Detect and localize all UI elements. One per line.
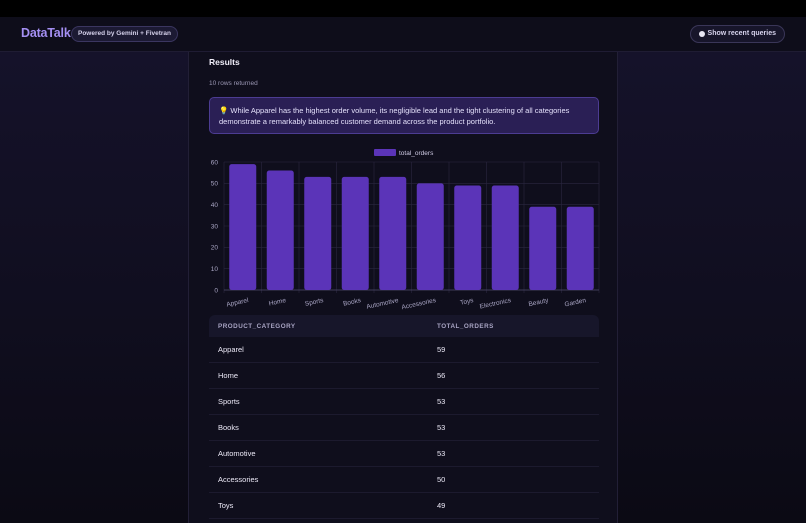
x-tick-label: Automotive	[366, 297, 400, 311]
chart-bar	[454, 185, 482, 290]
cell-total-orders: 50	[437, 475, 446, 484]
chart-bar	[566, 206, 594, 290]
x-tick-label: Beauty	[528, 297, 550, 308]
legend-label: total_orders	[399, 150, 434, 157]
chart-bar	[229, 164, 257, 290]
rows-returned-count: 10 rows returned	[209, 80, 258, 87]
x-tick-label: Home	[268, 297, 287, 308]
table-row[interactable]: Automotive 53	[209, 441, 599, 467]
results-table: PRODUCT_CATEGORY TOTAL_ORDERS Apparel 59 H…	[209, 315, 599, 519]
cell-product-category: Apparel	[218, 345, 244, 354]
table-row[interactable]: Apparel 59	[209, 337, 599, 363]
y-tick-label: 20	[211, 245, 219, 252]
app-header: DataTalk Powered by Gemini + Fivetran Sh…	[0, 17, 806, 52]
app-logo[interactable]: DataTalk	[21, 26, 71, 40]
chart-bar	[341, 176, 369, 290]
cell-total-orders: 53	[437, 423, 446, 432]
cell-product-category: Home	[218, 371, 239, 380]
column-header-product-category[interactable]: PRODUCT_CATEGORY	[218, 322, 296, 330]
legend-swatch	[374, 149, 396, 156]
bar-chart: 0 10 20 30 40 50 60 Apparel Home Sports Books Autom…	[211, 149, 600, 311]
table-row[interactable]: Sports 53	[209, 389, 599, 415]
chart-bar	[266, 170, 294, 290]
clock-icon	[698, 31, 705, 37]
table-header: PRODUCT_CATEGORY TOTAL_ORDERS	[209, 315, 599, 337]
y-tick-label: 30	[211, 223, 219, 230]
y-tick-label: 10	[211, 266, 219, 273]
y-tick-label: 0	[214, 287, 218, 294]
powered-by-badge: Powered by Gemini + Fivetran	[71, 26, 179, 42]
chart-bar	[416, 183, 444, 290]
x-tick-label: Apparel	[226, 297, 250, 309]
column-header-total-orders[interactable]: TOTAL_ORDERS	[437, 322, 494, 330]
chart-bar	[304, 176, 332, 290]
cell-total-orders: 49	[437, 501, 446, 510]
cell-product-category: Accessories	[218, 475, 259, 484]
x-tick-label: Books	[343, 297, 363, 308]
y-tick-label: 50	[211, 181, 219, 188]
chart-bar	[379, 176, 407, 290]
x-tick-label: Garden	[564, 297, 587, 308]
cell-total-orders: 53	[437, 397, 446, 406]
cell-product-category: Books	[218, 423, 239, 432]
results-panel: Results 10 rows returned 💡 While Apparel…	[188, 52, 618, 523]
show-recent-queries-button[interactable]: Show recent queries	[689, 25, 785, 43]
results-title: Results	[209, 57, 240, 67]
table-row[interactable]: Books 53	[209, 415, 599, 441]
background-left	[0, 52, 188, 523]
y-tick-label: 40	[211, 202, 219, 209]
table-row[interactable]: Home 56	[209, 363, 599, 389]
cell-product-category: Automotive	[218, 449, 256, 458]
cell-total-orders: 56	[437, 371, 446, 380]
cell-product-category: Sports	[218, 397, 240, 406]
cell-total-orders: 59	[437, 345, 446, 354]
table-row[interactable]: Accessories 50	[209, 467, 599, 493]
table-body: Apparel 59 Home 56 Sports 53 Books 53 Automotive…	[209, 337, 599, 519]
y-tick-label: 60	[211, 159, 219, 166]
insight-callout: 💡 While Apparel has the highest order vo…	[209, 97, 599, 134]
cell-product-category: Toys	[218, 501, 234, 510]
chart-bar	[491, 185, 519, 290]
x-tick-label: Electronics	[479, 297, 512, 311]
x-tick-label: Sports	[304, 297, 325, 308]
cell-total-orders: 53	[437, 449, 446, 458]
table-row[interactable]: Toys 49	[209, 493, 599, 519]
top-strip	[0, 0, 806, 17]
x-tick-label: Accessories	[401, 297, 437, 311]
show-recent-queries-label: Show recent queries	[707, 30, 776, 37]
background-right	[618, 52, 806, 523]
chart-bar	[529, 206, 557, 290]
x-tick-label: Toys	[460, 297, 475, 307]
